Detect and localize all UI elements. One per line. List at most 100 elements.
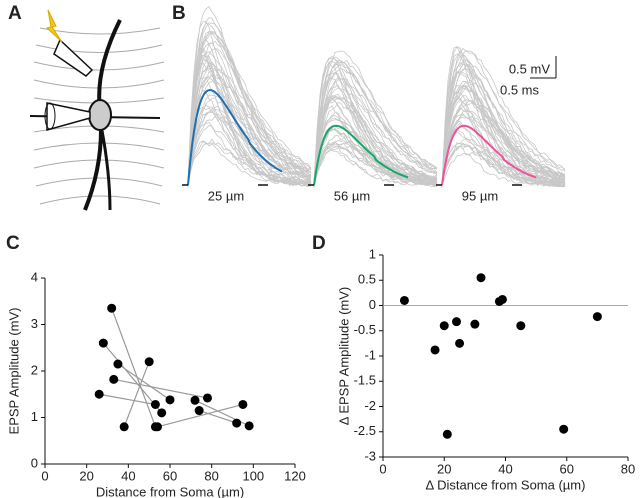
- trace: [313, 147, 438, 188]
- scale-label: 0.5 mV: [509, 61, 551, 76]
- point: [516, 321, 526, 331]
- point: [113, 359, 123, 369]
- y-tick-label: 0.5: [358, 272, 376, 287]
- x-tick-label: 0: [379, 461, 386, 476]
- trace: [187, 122, 312, 187]
- x-tick-label: 60: [163, 468, 177, 483]
- x-tick-label: 20: [437, 461, 451, 476]
- y-tick-label: 0: [31, 455, 38, 470]
- point: [165, 395, 175, 405]
- x-tick-label: 100: [242, 468, 264, 483]
- point: [157, 408, 167, 418]
- mean-trace: [441, 124, 537, 186]
- trace: [313, 141, 438, 188]
- point: [190, 395, 200, 405]
- x-tick-label: 0: [41, 468, 48, 483]
- y-axis-label: Δ EPSP Amplitude (mV): [336, 287, 351, 426]
- trace: [441, 91, 566, 187]
- trace: [187, 31, 312, 188]
- traces: 25 µm 56 µm 95 µm 0.5 mV 0.5 ms: [182, 5, 566, 203]
- trace: [313, 105, 438, 186]
- schematic: [29, 9, 165, 211]
- trace: [441, 114, 566, 184]
- y-tick-label: 4: [31, 269, 38, 284]
- distance-label: 56 µm: [334, 188, 370, 203]
- point: [232, 418, 242, 428]
- pair-line: [99, 393, 156, 406]
- field-line: [39, 27, 161, 35]
- y-tick-label: 0: [369, 297, 376, 312]
- point: [119, 422, 129, 432]
- pair-line: [117, 363, 171, 401]
- patch-pipette: [46, 102, 91, 131]
- point: [107, 303, 117, 313]
- point: [244, 421, 254, 431]
- panel-label: A: [8, 3, 22, 24]
- trace: [187, 22, 312, 187]
- point: [94, 389, 104, 399]
- point: [559, 424, 569, 434]
- trace: [441, 47, 566, 186]
- mean-trace: [313, 124, 409, 186]
- trace: [187, 40, 312, 183]
- point: [109, 374, 119, 384]
- y-tick-label: 2: [31, 362, 38, 377]
- trace: [441, 61, 566, 185]
- point: [203, 393, 212, 403]
- pair-line: [113, 378, 208, 399]
- trace: [187, 75, 312, 184]
- point: [150, 399, 160, 409]
- distance-label: 95 µm: [462, 188, 498, 203]
- trace: [441, 87, 566, 187]
- point: [455, 338, 465, 348]
- x-axis-label: Distance from Soma (µm): [96, 484, 244, 498]
- point: [153, 422, 162, 432]
- point: [98, 338, 108, 348]
- y-tick-label: -2: [364, 398, 376, 413]
- trace: [313, 141, 438, 187]
- trace: [441, 128, 565, 188]
- x-axis-label: Δ Distance from Soma (µm): [426, 477, 586, 492]
- trace: [187, 90, 312, 187]
- soma: [88, 99, 112, 131]
- y-tick-label: 3: [31, 316, 38, 331]
- point: [476, 273, 486, 283]
- trace: [187, 76, 312, 188]
- y-tick-label: -2.5: [354, 423, 376, 438]
- x-tick-label: 40: [121, 468, 135, 483]
- trace: [441, 84, 566, 185]
- y-tick-label: 1: [31, 409, 38, 424]
- distance-label: 25 µm: [208, 188, 244, 203]
- stimulus-bolt: [45, 9, 63, 43]
- point: [144, 357, 154, 367]
- panel-label: C: [6, 233, 20, 254]
- mean-trace: [187, 88, 283, 186]
- point: [238, 399, 248, 409]
- y-tick-label: -1: [364, 347, 376, 362]
- y-tick-label: -0.5: [354, 322, 376, 337]
- y-tick-label: -3: [364, 448, 376, 463]
- trace: [441, 84, 566, 186]
- field-line: [39, 195, 161, 205]
- trace: [313, 97, 438, 188]
- trace: [313, 56, 438, 184]
- trace: [187, 49, 312, 187]
- pair-line: [123, 361, 150, 428]
- point: [497, 294, 507, 304]
- trace: [187, 111, 312, 185]
- pair-line: [111, 308, 156, 428]
- trace: [313, 77, 438, 186]
- trace: [441, 99, 566, 186]
- trace: [187, 125, 312, 186]
- x-tick-label: 80: [621, 461, 635, 476]
- panel-label: B: [172, 3, 186, 24]
- trace: [313, 62, 438, 187]
- pipette-rim: [44, 102, 56, 130]
- trace: [313, 87, 438, 184]
- x-tick-label: 40: [498, 461, 512, 476]
- trace: [313, 63, 438, 183]
- point: [439, 321, 449, 331]
- trace: [313, 93, 438, 187]
